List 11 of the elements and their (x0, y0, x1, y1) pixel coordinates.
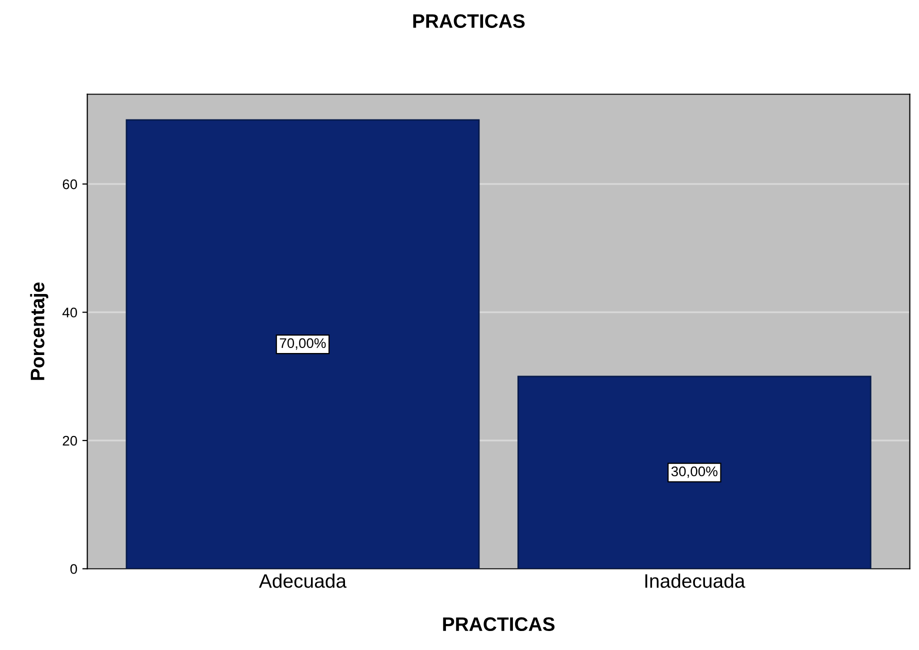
data-label: 30,00% (671, 466, 718, 478)
y-tick-label: 20 (62, 436, 78, 446)
y-axis-title: Porcentaje (30, 282, 48, 380)
x-axis-title: PRACTICAS (443, 617, 555, 632)
x-tick-label: Adecuada (258, 574, 347, 588)
y-tick-label: 0 (70, 564, 78, 574)
y-tick-label: 60 (62, 179, 78, 190)
chart-title: PRACTICAS (413, 14, 525, 28)
y-tick-label: 40 (62, 308, 78, 318)
x-tick-label: Inadecuada (645, 574, 746, 588)
data-label: 70,00% (280, 338, 326, 350)
